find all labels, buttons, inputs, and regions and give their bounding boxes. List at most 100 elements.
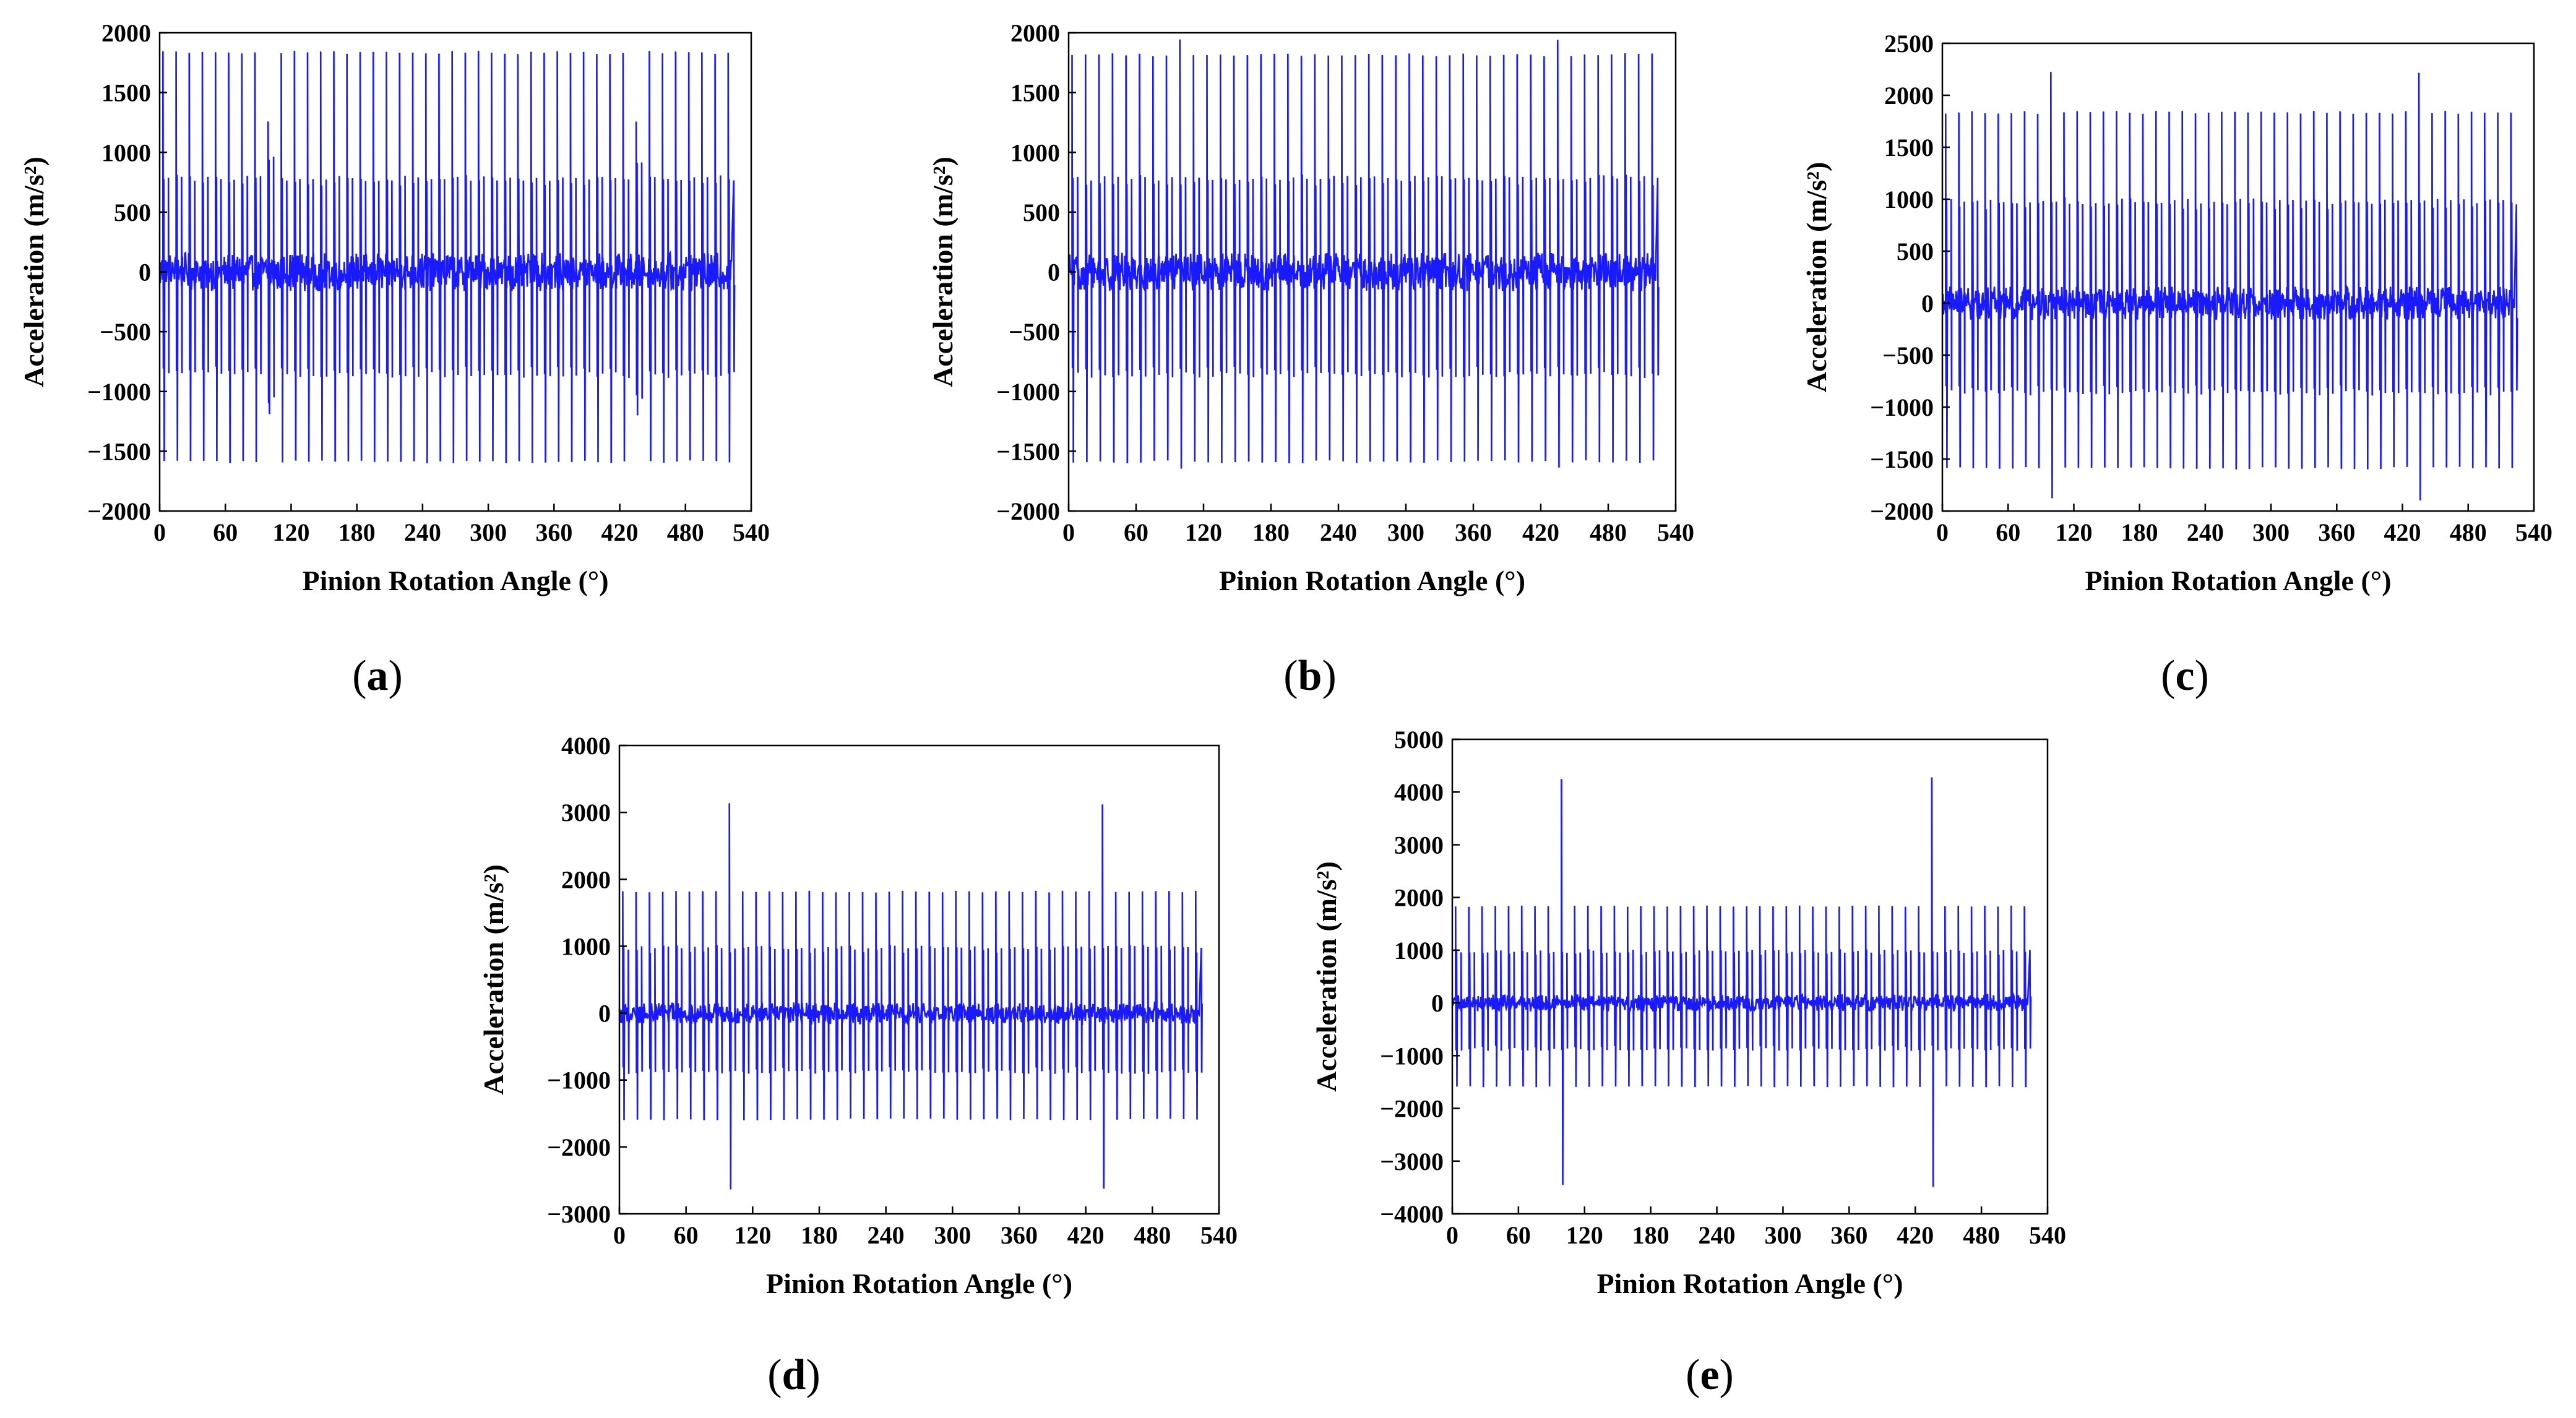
y-tick-label: −3000 — [547, 1200, 611, 1228]
y-tick-label: 500 — [114, 199, 151, 226]
y-tick-label: −2000 — [87, 497, 151, 525]
x-tick-label: 420 — [1897, 1221, 1934, 1249]
y-tick-label: −3000 — [1380, 1148, 1444, 1175]
panel-label: (a) — [352, 652, 403, 700]
y-tick-label: −1000 — [996, 378, 1060, 406]
y-tick-label: −1000 — [87, 378, 151, 406]
y-axis-title: Acceleration (m/s²) — [478, 864, 509, 1095]
y-axis-title: Acceleration (m/s²) — [1311, 861, 1342, 1092]
x-tick-label: 300 — [2252, 518, 2290, 546]
y-tick-label: −1500 — [996, 437, 1060, 465]
x-tick-label: 300 — [1387, 518, 1424, 546]
y-tick-label: 5000 — [1394, 726, 1444, 754]
x-tick-label: 60 — [1506, 1221, 1531, 1249]
x-tick-label: 0 — [1936, 518, 1949, 546]
x-tick-label: 0 — [613, 1221, 626, 1249]
y-tick-label: 1500 — [101, 79, 151, 107]
x-tick-label: 420 — [2384, 518, 2421, 546]
y-tick-label: 0 — [598, 1000, 611, 1028]
x-tick-label: 480 — [667, 518, 704, 546]
y-tick-label: 4000 — [561, 732, 611, 760]
y-tick-label: −1000 — [1380, 1042, 1444, 1070]
x-tick-label: 180 — [2121, 518, 2158, 546]
y-tick-label: 0 — [1431, 989, 1444, 1017]
x-tick-label: 180 — [338, 518, 376, 546]
y-tick-label: 3000 — [1394, 831, 1444, 859]
y-tick-label: 1500 — [1884, 134, 1934, 161]
y-tick-label: 1000 — [101, 139, 151, 166]
x-tick-label: 240 — [404, 518, 441, 546]
x-tick-label: 120 — [1566, 1221, 1603, 1249]
y-tick-label: −1000 — [1870, 393, 1934, 421]
x-tick-label: 120 — [1185, 518, 1222, 546]
x-tick-label: 120 — [2055, 518, 2092, 546]
y-tick-label: 0 — [139, 259, 151, 286]
y-tick-label: −1500 — [87, 437, 151, 465]
x-tick-label: 120 — [272, 518, 309, 546]
y-tick-label: 500 — [1897, 238, 1934, 265]
plot-frame — [1451, 738, 2049, 1215]
y-tick-label: 1000 — [1884, 186, 1934, 213]
y-tick-label: 2000 — [1884, 82, 1934, 110]
y-tick-label: 1500 — [1010, 79, 1060, 107]
x-tick-label: 420 — [601, 518, 639, 546]
x-tick-label: 300 — [934, 1221, 971, 1249]
y-tick-label: 2000 — [101, 19, 151, 47]
x-tick-label: 60 — [1124, 518, 1148, 546]
x-tick-label: 240 — [2187, 518, 2224, 546]
x-tick-label: 300 — [1764, 1221, 1801, 1249]
x-axis-title: Pinion Rotation Angle (°) — [766, 1268, 1072, 1299]
x-tick-label: 360 — [1455, 518, 1492, 546]
x-tick-label: 540 — [733, 518, 770, 546]
panel-label: (e) — [1686, 1351, 1734, 1399]
x-tick-label: 540 — [2515, 518, 2552, 546]
y-tick-label: −2000 — [996, 497, 1060, 525]
x-tick-label: 480 — [1590, 518, 1627, 546]
x-axis-title: Pinion Rotation Angle (°) — [1596, 1268, 1903, 1299]
y-tick-label: 1000 — [1010, 139, 1060, 166]
x-tick-label: 180 — [1632, 1221, 1669, 1249]
x-tick-label: 240 — [1320, 518, 1357, 546]
y-tick-label: −1000 — [547, 1067, 611, 1094]
x-axis-title: Pinion Rotation Angle (°) — [2085, 565, 2391, 596]
y-tick-label: 2500 — [1884, 30, 1934, 58]
y-tick-label: −500 — [1882, 342, 1934, 369]
y-tick-label: 0 — [1048, 259, 1060, 286]
x-tick-label: 0 — [1446, 1221, 1458, 1249]
y-tick-label: 4000 — [1394, 778, 1444, 806]
y-tick-label: 0 — [1921, 290, 1934, 317]
x-tick-label: 240 — [868, 1221, 905, 1249]
x-tick-label: 360 — [2318, 518, 2355, 546]
y-axis-title: Acceleration (m/s²) — [18, 157, 50, 387]
y-tick-label: −2000 — [547, 1133, 611, 1161]
plot-frame — [1941, 42, 2535, 512]
y-tick-label: 1000 — [561, 932, 611, 960]
y-tick-label: 3000 — [561, 799, 611, 827]
y-tick-label: −500 — [1009, 318, 1060, 346]
y-tick-label: −2000 — [1380, 1095, 1444, 1123]
panel-label-letter: b — [1298, 652, 1322, 700]
chart-panel-c: 0 60 120 180 240 300 360 420 480 540 −2000 −1500 −10… — [1801, 30, 2552, 700]
plot-frame — [618, 744, 1220, 1215]
series-line — [158, 51, 736, 463]
x-tick-label: 420 — [1067, 1221, 1105, 1249]
x-tick-label: 540 — [1657, 518, 1694, 546]
y-tick-label: 2000 — [1010, 19, 1060, 47]
x-tick-label: 480 — [1134, 1221, 1171, 1249]
series-line — [618, 803, 1203, 1190]
y-tick-label: 2000 — [561, 866, 611, 893]
panel-label-letter: c — [2175, 652, 2194, 700]
x-tick-label: 540 — [1200, 1221, 1238, 1249]
x-tick-label: 60 — [213, 518, 238, 546]
chart-panel-a: 0 60 120 180 240 300 360 420 480 540 −2000 −1500 −10… — [18, 19, 770, 700]
series-line — [1941, 72, 2518, 501]
x-tick-label: 480 — [1963, 1221, 2000, 1249]
y-tick-label: −4000 — [1380, 1200, 1444, 1228]
chart-panel-e: 0 60 120 180 240 300 360 420 480 540 −4000 −3000 −20… — [1311, 726, 2066, 1399]
x-tick-label: 360 — [1830, 1221, 1867, 1249]
y-tick-label: 2000 — [1394, 884, 1444, 912]
x-tick-label: 540 — [2029, 1221, 2066, 1249]
y-axis-title: Acceleration (m/s²) — [927, 157, 958, 387]
x-tick-label: 420 — [1522, 518, 1559, 546]
